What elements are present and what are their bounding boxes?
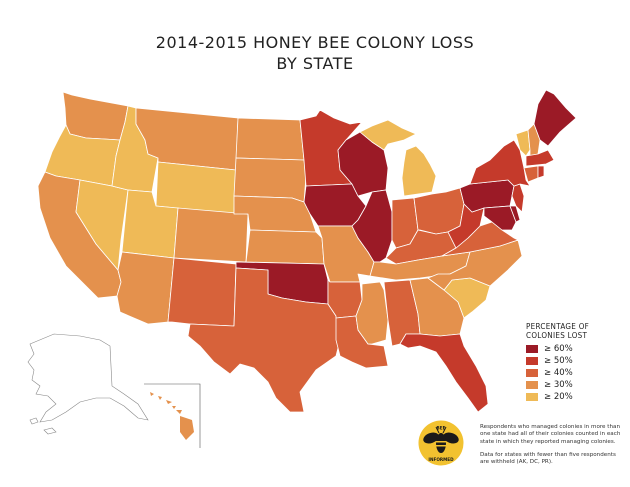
legend-swatch — [526, 356, 538, 365]
state-az — [116, 251, 175, 325]
legend-item: ≥ 40% — [526, 367, 573, 378]
state-wa — [62, 91, 129, 141]
legend-label: ≥ 30% — [544, 379, 573, 390]
bee-informed-logo: BEE INFORMED — [418, 420, 464, 466]
bee-icon — [423, 426, 459, 453]
state-ri — [537, 165, 545, 179]
legend-swatch — [526, 344, 538, 353]
legend-item: ≥ 30% — [526, 379, 573, 390]
state-ma — [525, 149, 555, 167]
state-nm — [167, 257, 237, 327]
state-nd — [235, 117, 305, 161]
state-de — [509, 205, 521, 223]
state-ar — [327, 279, 363, 319]
legend-label: ≥ 20% — [544, 391, 573, 402]
state-sd — [233, 157, 307, 203]
legend-swatch — [526, 392, 538, 401]
map-title-line2: BY STATE — [276, 54, 354, 73]
state-wy — [155, 161, 237, 215]
logo-bottom-text: INFORMED — [428, 457, 454, 462]
state-me — [533, 89, 577, 147]
state-vt — [515, 129, 531, 157]
state-ms — [355, 281, 389, 345]
legend-title-line2: COLONIES LOST — [526, 331, 588, 340]
state-mi-upper — [359, 119, 417, 151]
state-ks — [245, 229, 325, 265]
state-co — [173, 207, 249, 263]
state-tx — [187, 267, 341, 413]
legend-swatch — [526, 368, 538, 377]
note-multistate: Respondents who managed colonies in more… — [480, 424, 621, 445]
legend-item: ≥ 20% — [526, 391, 573, 402]
legend-label: ≥ 60% — [544, 343, 573, 354]
legend-swatch — [526, 380, 538, 389]
state-oh — [413, 187, 465, 235]
legend-label: ≥ 50% — [544, 355, 573, 366]
legend-label: ≥ 40% — [544, 367, 573, 378]
logo-top-text: BEE — [437, 426, 446, 431]
note-withheld: Data for states with fewer than five res… — [480, 452, 616, 466]
state-fl — [399, 333, 489, 413]
hawaii-inset — [144, 383, 201, 448]
state-mi-lower — [401, 145, 437, 197]
legend-title-line1: PERCENTAGE OF — [526, 322, 590, 331]
map-title-line1: 2014-2015 HONEY BEE COLONY LOSS — [155, 33, 475, 52]
legend-item: ≥ 50% — [526, 355, 573, 366]
alaska-outline — [27, 333, 149, 435]
legend-item: ≥ 60% — [526, 343, 573, 354]
